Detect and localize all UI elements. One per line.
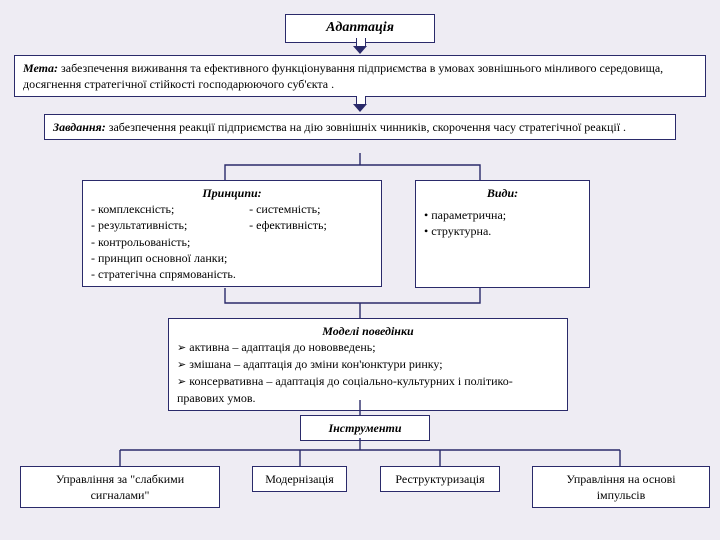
- principles-col2: системність; ефективність;: [249, 201, 367, 233]
- model-item: консервативна – адаптація до соціально-к…: [177, 373, 559, 406]
- principle-item: комплексність;: [91, 201, 246, 217]
- meta-text: забезпечення виживання та ефективного фу…: [23, 61, 663, 91]
- models-list: активна – адаптація до нововведень; зміш…: [177, 339, 559, 406]
- meta-box: Мета: забезпечення виживання та ефективн…: [14, 55, 706, 97]
- models-label: Моделі поведінки: [177, 323, 559, 339]
- task-text: забезпечення реакції підприємства на дію…: [109, 120, 626, 134]
- principles-box: Принципи: комплексність; результативніст…: [82, 180, 382, 287]
- principle-item: принцип основної ланки;: [91, 250, 246, 266]
- instrument-box-1: Управління за "слабкими сигналами": [20, 466, 220, 508]
- types-box: Види: параметрична; структурна.: [415, 180, 590, 288]
- principle-item: ефективність;: [249, 217, 367, 233]
- instrument-box-2: Модернізація: [252, 466, 347, 492]
- arrow-title-meta: [353, 38, 367, 54]
- task-label: Завдання:: [53, 120, 106, 134]
- title-text: Адаптація: [326, 20, 394, 35]
- principles-col1: комплексність; результативність; контрол…: [91, 201, 246, 282]
- models-box: Моделі поведінки активна – адаптація до …: [168, 318, 568, 411]
- model-item: змішана – адаптація до зміни кон'юнктури…: [177, 356, 559, 373]
- types-label: Види:: [424, 185, 581, 201]
- type-item: параметрична;: [424, 207, 581, 223]
- principle-item: системність;: [249, 201, 367, 217]
- arrow-meta-task: [353, 96, 367, 112]
- task-box: Завдання: забезпечення реакції підприємс…: [44, 114, 676, 140]
- instrument-text: Модернізація: [265, 472, 334, 486]
- principle-item: результативність;: [91, 217, 246, 233]
- principle-item: стратегічна спрямованість.: [91, 266, 246, 282]
- instrument-text: Управління за "слабкими сигналами": [56, 472, 184, 502]
- instruments-label: Інструменти: [328, 421, 401, 435]
- principle-item: контрольованість;: [91, 234, 246, 250]
- model-item: активна – адаптація до нововведень;: [177, 339, 559, 356]
- instrument-box-4: Управління на основі імпульсів: [532, 466, 710, 508]
- principles-label: Принципи:: [91, 185, 373, 201]
- instruments-title-box: Інструменти: [300, 415, 430, 441]
- instrument-text: Управління на основі імпульсів: [566, 472, 675, 502]
- instrument-box-3: Реструктуризація: [380, 466, 500, 492]
- type-item: структурна.: [424, 223, 581, 239]
- meta-label: Мета:: [23, 61, 58, 75]
- instrument-text: Реструктуризація: [395, 472, 484, 486]
- types-list: параметрична; структурна.: [424, 207, 581, 239]
